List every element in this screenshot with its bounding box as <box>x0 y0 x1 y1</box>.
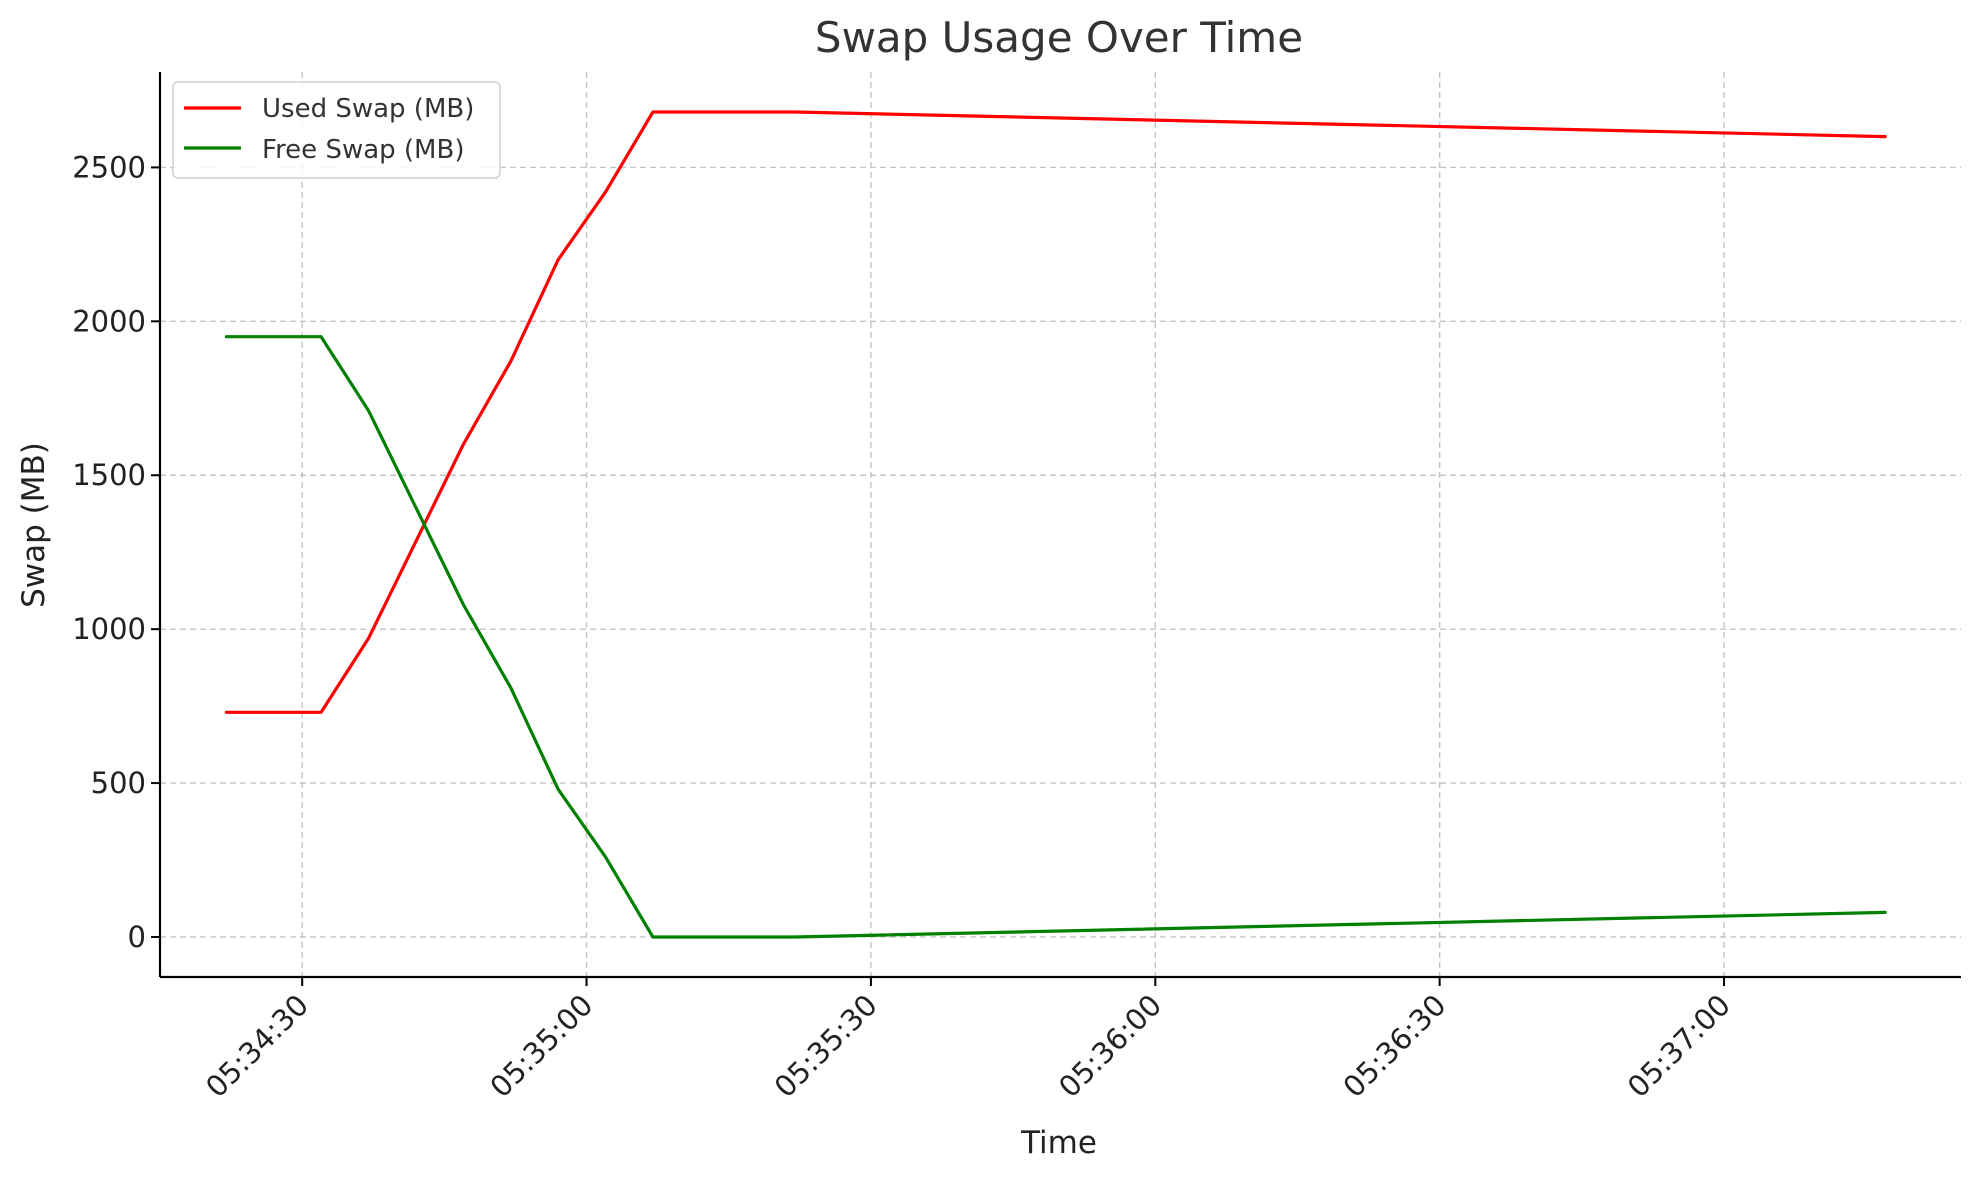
x-tick-label: 05:34:30 <box>199 988 315 1104</box>
x-tick-label: 05:36:00 <box>1052 988 1168 1104</box>
series-line-free-swap-mb <box>224 335 1887 939</box>
y-tick-label: 1000 <box>72 612 146 646</box>
y-tick-label: 1500 <box>72 458 146 492</box>
legend-box <box>172 81 501 179</box>
grid <box>160 72 1961 977</box>
x-tick-label: 05:37:00 <box>1621 988 1737 1104</box>
y-axis-label: Swap (MB) <box>16 442 52 608</box>
legend: Used Swap (MB) Free Swap (MB) <box>172 81 501 179</box>
x-tick-label: 05:36:30 <box>1336 988 1452 1104</box>
series-line-used-swap-mb <box>224 110 1887 714</box>
ticks: 0 500 1000 1500 2000 2500 05:34:30 05:35:00 05:3… <box>72 150 1737 1104</box>
axes <box>158 72 1961 979</box>
x-tick-label: 05:35:00 <box>483 988 599 1104</box>
chart-title: Swap Usage Over Time <box>815 13 1303 62</box>
y-tick-label: 500 <box>91 766 146 800</box>
y-tick-label: 2000 <box>72 304 146 338</box>
y-tick-label: 0 <box>128 920 146 954</box>
x-tick-label: 05:35:30 <box>768 988 884 1104</box>
series-lines <box>224 110 1887 939</box>
y-tick-label: 2500 <box>72 150 146 184</box>
x-axis-label: Time <box>1020 1125 1097 1161</box>
legend-label-used-swap: Used Swap (MB) <box>262 94 474 124</box>
legend-label-free-swap: Free Swap (MB) <box>262 135 464 165</box>
